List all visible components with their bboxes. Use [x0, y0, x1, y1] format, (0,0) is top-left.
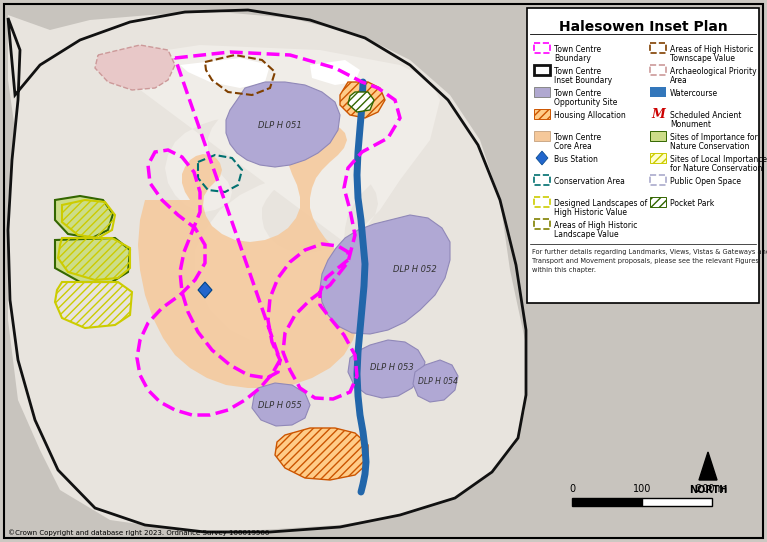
Bar [4, 4, 524, 538]
Text: Landscape Value: Landscape Value [554, 230, 619, 239]
Text: Watercourse: Watercourse [670, 89, 718, 98]
Polygon shape [320, 215, 450, 334]
Polygon shape [8, 12, 525, 530]
Text: Areas of High Historic: Areas of High Historic [670, 45, 753, 54]
Text: Nature Conservation: Nature Conservation [670, 142, 749, 151]
Text: Opportunity Site: Opportunity Site [554, 98, 617, 107]
Text: DLP H 054: DLP H 054 [418, 377, 458, 386]
Text: 0: 0 [569, 484, 575, 494]
Bar [534, 87, 550, 97]
Text: Public Open Space: Public Open Space [670, 177, 741, 186]
Polygon shape [348, 340, 425, 398]
Text: Town Centre: Town Centre [554, 67, 601, 76]
Text: Transport and Movement proposals, please see the relevant Figures: Transport and Movement proposals, please… [532, 258, 759, 264]
Text: Town Centre: Town Centre [554, 45, 601, 54]
Text: Archaeological Priority: Archaeological Priority [670, 67, 756, 76]
Text: Townscape Value: Townscape Value [670, 54, 735, 63]
Text: ©Crown Copyright and database right 2023. Ordnance Survey 100019566: ©Crown Copyright and database right 2023… [8, 530, 269, 536]
Text: For further details regarding Landmarks, Views, Vistas & Gateways and: For further details regarding Landmarks,… [532, 249, 767, 255]
Text: Pocket Park: Pocket Park [670, 199, 714, 208]
Polygon shape [55, 196, 113, 238]
Text: Designed Landscapes of: Designed Landscapes of [554, 199, 647, 208]
Bar [534, 65, 550, 75]
Polygon shape [310, 60, 360, 85]
Text: DLP H 051: DLP H 051 [258, 120, 302, 130]
Polygon shape [100, 45, 440, 340]
Text: Conservation Area: Conservation Area [554, 177, 625, 186]
Bar [650, 131, 666, 141]
Bar [650, 87, 666, 97]
Bar [527, 8, 759, 303]
Text: Inset Boundary: Inset Boundary [554, 76, 612, 85]
Text: Housing Allocation: Housing Allocation [554, 111, 626, 120]
Text: Halesowen Inset Plan: Halesowen Inset Plan [558, 20, 727, 34]
Text: Town Centre: Town Centre [554, 89, 601, 98]
Text: Boundary: Boundary [554, 54, 591, 63]
Polygon shape [95, 45, 175, 90]
Polygon shape [138, 122, 360, 388]
Bar [534, 219, 550, 229]
Bar [650, 197, 666, 207]
Text: Area: Area [670, 76, 688, 85]
Text: Monument: Monument [670, 120, 711, 129]
Polygon shape [226, 82, 340, 167]
Polygon shape [536, 151, 548, 165]
Text: Sites of Importance for: Sites of Importance for [670, 133, 758, 142]
Text: Core Area: Core Area [554, 142, 592, 151]
Text: High Historic Value: High Historic Value [554, 208, 627, 217]
Bar [650, 153, 666, 163]
Text: Bus Station: Bus Station [554, 155, 597, 164]
Polygon shape [413, 360, 458, 402]
Bar [650, 175, 666, 185]
Bar [642, 498, 712, 506]
Text: DLP H 053: DLP H 053 [370, 364, 414, 372]
Polygon shape [198, 282, 212, 298]
Bar [572, 498, 642, 506]
Text: DLP H 055: DLP H 055 [258, 401, 302, 410]
Bar [534, 109, 550, 119]
Text: Sites of Local Importance: Sites of Local Importance [670, 155, 767, 164]
Polygon shape [340, 82, 385, 118]
Text: Town Centre: Town Centre [554, 133, 601, 142]
Bar [650, 43, 666, 53]
Text: Areas of High Historic: Areas of High Historic [554, 221, 637, 230]
Bar [534, 175, 550, 185]
Polygon shape [699, 452, 717, 480]
Text: for Nature Conservation: for Nature Conservation [670, 164, 762, 173]
Polygon shape [55, 238, 130, 282]
Text: 200 m: 200 m [696, 484, 728, 494]
Bar [534, 197, 550, 207]
Text: DLP H 052: DLP H 052 [393, 266, 437, 274]
Polygon shape [275, 428, 368, 480]
Text: 100: 100 [633, 484, 651, 494]
Polygon shape [252, 383, 310, 426]
Polygon shape [180, 58, 270, 88]
Text: within this chapter.: within this chapter. [532, 267, 596, 273]
Bar [534, 131, 550, 141]
Bar [650, 65, 666, 75]
Text: M: M [651, 107, 665, 120]
Polygon shape [348, 92, 374, 112]
Text: Scheduled Ancient: Scheduled Ancient [670, 111, 742, 120]
Bar [534, 43, 550, 53]
Text: NORTH: NORTH [689, 485, 727, 495]
